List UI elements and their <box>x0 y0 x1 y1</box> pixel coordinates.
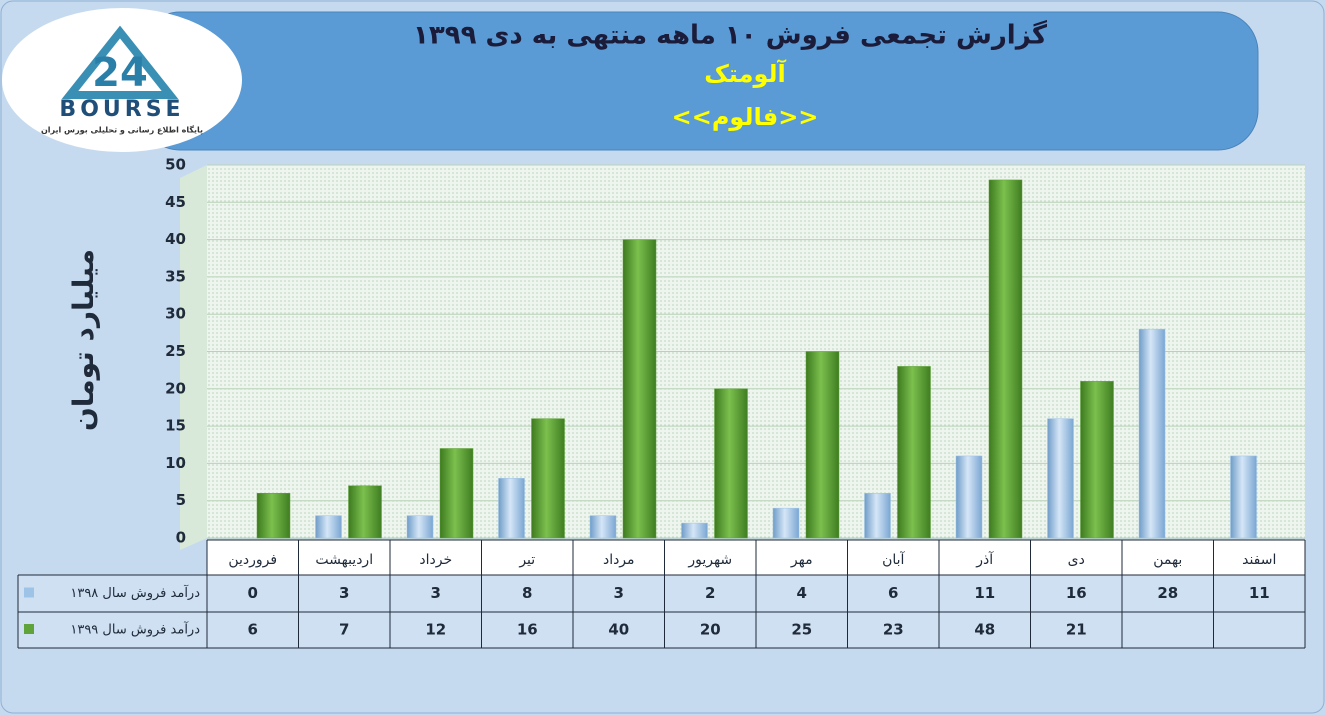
table-value: 11 <box>1249 584 1270 602</box>
logo-number: 24 <box>92 50 148 96</box>
bar <box>1047 418 1074 539</box>
legend-label: درآمد فروش سال ۱۳۹۸ <box>70 584 200 601</box>
y-tick-label: 10 <box>165 454 186 472</box>
x-tick-label: مهر <box>790 552 813 568</box>
table-value: 7 <box>339 621 349 639</box>
table-value: 12 <box>425 621 446 639</box>
legend-label: درآمد فروش سال ۱۳۹۹ <box>70 621 200 638</box>
table-value: 16 <box>1066 584 1087 602</box>
table-value: 11 <box>974 584 995 602</box>
chart-subtitle: آلومتک <box>704 59 786 88</box>
x-tick-label: خرداد <box>419 552 452 568</box>
bar <box>805 351 840 539</box>
legend-swatch <box>24 587 34 598</box>
x-tick-label: آذر <box>975 551 994 568</box>
y-tick-label: 30 <box>165 305 186 323</box>
bar <box>1138 328 1166 539</box>
y-tick-label: 25 <box>165 342 186 360</box>
y-tick-label: 20 <box>165 379 186 397</box>
table-value: 8 <box>522 584 532 602</box>
x-tick-label: تیر <box>518 552 535 568</box>
table-value: 48 <box>974 621 995 639</box>
table-value: 40 <box>608 621 629 639</box>
table-value: 0 <box>248 584 258 602</box>
bar <box>406 515 434 539</box>
bar <box>988 179 1023 539</box>
table-value: 3 <box>339 584 349 602</box>
bar <box>622 239 657 539</box>
x-tick-label: مرداد <box>603 552 635 568</box>
y-tick-label: 15 <box>165 417 186 435</box>
table-value: 23 <box>883 621 904 639</box>
bar <box>589 515 617 539</box>
x-tick-label: اردیبهشت <box>315 552 373 568</box>
x-tick-label: آبان <box>882 551 905 568</box>
bar <box>315 515 342 539</box>
bar <box>955 455 983 539</box>
x-tick-label: شهریور <box>687 552 732 568</box>
bar <box>772 507 800 539</box>
table-value: 21 <box>1066 621 1087 639</box>
table-value: 3 <box>614 584 624 602</box>
table-value: 2 <box>705 584 715 602</box>
table-value: 6 <box>248 621 258 639</box>
legend-swatch <box>24 624 34 634</box>
y-tick-label: 40 <box>165 230 186 248</box>
chart-symbol: <<فالوم>> <box>672 103 819 131</box>
bar <box>681 522 708 539</box>
y-tick-label: 5 <box>176 491 186 509</box>
bar <box>864 492 891 539</box>
table-value: 3 <box>431 584 441 602</box>
plot-side-wall <box>180 165 207 550</box>
logo-tagline: پایگاه اطلاع رسانی و تحلیلی بورس ایران <box>41 125 203 136</box>
y-tick-label: 50 <box>165 156 186 174</box>
table-value: 25 <box>791 621 812 639</box>
bar <box>897 366 931 539</box>
y-tick-label: 0 <box>176 529 186 547</box>
table-value: 20 <box>700 621 721 639</box>
table-value: 28 <box>1157 584 1178 602</box>
bar <box>1080 381 1114 539</box>
y-tick-label: 35 <box>165 267 186 285</box>
table-value: 4 <box>797 584 807 602</box>
bar <box>498 478 525 539</box>
x-tick-label: دی <box>1068 552 1085 568</box>
x-tick-label: فروردین <box>228 552 277 568</box>
logo-background <box>2 8 242 152</box>
logo-triangle <box>61 25 179 99</box>
logo-name: BOURSE <box>59 97 184 122</box>
bar <box>531 418 565 539</box>
bar <box>714 388 748 539</box>
chart-title: گزارش تجمعی فروش ۱۰ ماهه منتهی به دی ۱۳۹… <box>413 20 1048 51</box>
bar <box>439 448 474 539</box>
bar <box>1230 455 1257 539</box>
x-tick-label: بهمن <box>1153 552 1182 568</box>
y-tick-label: 45 <box>165 193 186 211</box>
x-tick-label: اسفند <box>1242 552 1276 568</box>
bar <box>348 485 382 539</box>
table-value: 6 <box>888 584 898 602</box>
y-axis-title: میلیارد تومان <box>67 249 100 431</box>
bar <box>256 492 291 539</box>
table-value: 16 <box>517 621 538 639</box>
